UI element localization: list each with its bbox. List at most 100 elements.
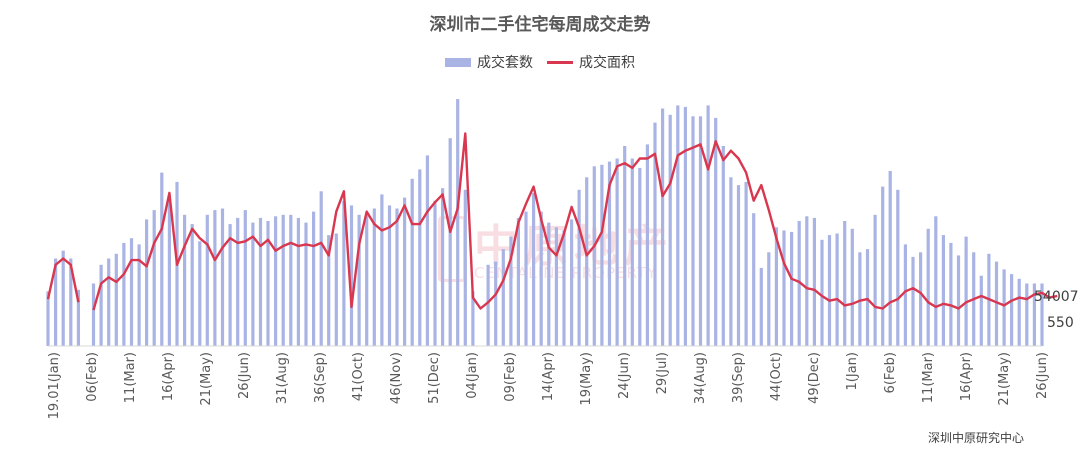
bar [759, 267, 763, 346]
bar [205, 214, 209, 347]
bar [54, 258, 58, 346]
bar [782, 230, 786, 346]
bar-last-value-label: 54007 [1034, 289, 1079, 305]
x-tick-label: 39(Sep) [731, 352, 746, 403]
bar [220, 208, 225, 346]
bar [994, 261, 999, 346]
bar [1040, 283, 1044, 346]
x-axis-ticks: 19.01(Jan) 06(Feb) 11(Mar) 16(Apr) 21(May) 26… [47, 352, 1050, 419]
bar [539, 211, 543, 346]
bar [425, 155, 429, 346]
bar [638, 167, 642, 346]
legend-item-line[interactable]: 成交面积 [547, 52, 635, 72]
bar [91, 283, 96, 346]
x-tick-label: 11(Mar) [921, 352, 936, 403]
bar [198, 241, 202, 346]
bar [843, 221, 847, 346]
bar [645, 144, 649, 346]
bar [835, 233, 839, 346]
source-note: 深圳中原研究中心 [927, 431, 1024, 445]
x-tick-label: 19.01(Jan) [47, 352, 62, 419]
bar [949, 242, 953, 346]
bar [122, 242, 126, 346]
bar [827, 235, 832, 346]
bar [964, 236, 968, 346]
bar [395, 208, 399, 346]
bar [365, 213, 369, 346]
bar [1017, 278, 1021, 346]
bar [926, 228, 930, 346]
bar [524, 211, 528, 346]
bar [516, 217, 520, 346]
bar [554, 227, 558, 347]
bar [683, 106, 687, 347]
bar [919, 252, 923, 347]
bar [676, 105, 680, 347]
x-tick-label: 1(Jan) [845, 352, 860, 390]
bar [486, 264, 490, 347]
bar [873, 214, 877, 347]
bar [228, 224, 232, 346]
bar [1010, 274, 1014, 346]
bar [145, 219, 149, 346]
x-tick-label: 09(Feb) [503, 352, 518, 402]
x-tick-label: 21(May) [997, 352, 1012, 406]
bar [607, 161, 612, 346]
x-tick-label: 11(Mar) [123, 352, 138, 403]
bar [494, 261, 498, 346]
bar [441, 188, 445, 346]
bar [410, 178, 414, 346]
bar [896, 189, 900, 347]
bar [433, 200, 437, 346]
x-tick-label: 19(May) [579, 352, 594, 406]
bar [471, 291, 475, 346]
bar [137, 244, 141, 346]
bar [107, 258, 111, 346]
bar [729, 177, 733, 347]
bar [46, 291, 50, 346]
bar [623, 146, 627, 346]
bar [243, 210, 247, 346]
bar [167, 199, 171, 346]
line-series [46, 132, 1058, 311]
bar [274, 216, 278, 346]
bar [281, 214, 285, 347]
bar [76, 289, 80, 347]
bar [334, 233, 338, 346]
bar [736, 185, 741, 346]
legend-label-bars: 成交套数 [477, 55, 533, 71]
bar [183, 214, 187, 347]
x-tick-label: 44(Oct) [769, 352, 784, 401]
bar [509, 236, 513, 346]
bar [547, 222, 551, 346]
bar [653, 122, 657, 346]
bar [615, 158, 619, 346]
bar [69, 258, 73, 346]
bar [858, 252, 862, 347]
x-tick-label: 6(Feb) [883, 352, 898, 393]
x-tick-label: 16(Apr) [959, 352, 974, 401]
bar [448, 138, 452, 346]
legend-item-bars[interactable]: 成交套数 [445, 52, 533, 72]
bar [805, 216, 809, 346]
bar [911, 256, 915, 346]
bar [714, 117, 718, 347]
bar [570, 219, 574, 346]
bar [865, 249, 870, 346]
x-tick-label: 26(Jun) [1035, 352, 1050, 399]
bar [881, 186, 885, 346]
bar [744, 181, 748, 346]
bar [956, 255, 961, 346]
bar [774, 227, 778, 347]
bar [99, 264, 103, 347]
bar [698, 116, 703, 346]
bar [790, 231, 794, 346]
bar [562, 230, 566, 346]
bar [752, 213, 756, 346]
x-tick-label: 06(Feb) [85, 352, 100, 402]
bar [577, 189, 581, 347]
bar [349, 205, 354, 346]
bar [797, 221, 801, 346]
bar [1002, 269, 1006, 346]
